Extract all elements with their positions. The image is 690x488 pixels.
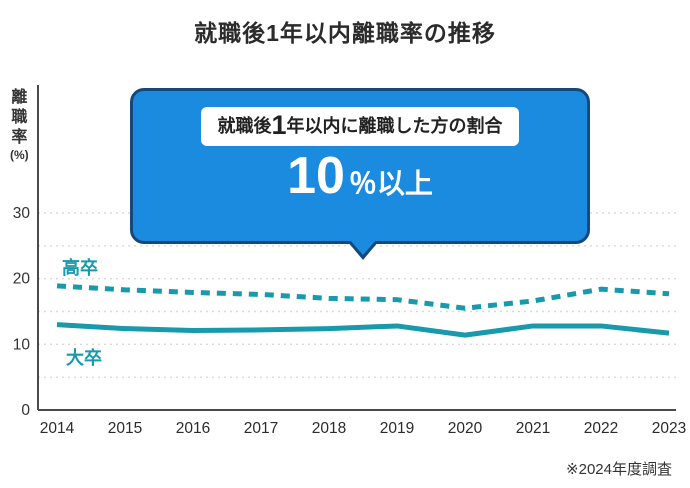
svg-text:2022: 2022 — [584, 420, 618, 437]
svg-text:10: 10 — [13, 336, 31, 353]
callout-value-suffix: ％以上 — [348, 168, 433, 199]
callout-value-number: 10 — [287, 147, 345, 205]
callout-pointer-icon — [350, 240, 376, 255]
svg-text:2020: 2020 — [448, 420, 483, 437]
svg-text:2014: 2014 — [40, 420, 75, 437]
callout-bubble: 就職後1年以内に離職した方の割合 10 ％以上 — [130, 88, 590, 260]
y-axis-label: 離 職 率 (%) — [10, 88, 29, 164]
y-axis-label-char: 率 — [11, 129, 28, 146]
series-label-university: 大卒 — [66, 348, 102, 368]
callout-heading-number: 1 — [271, 110, 287, 140]
series-label-highschool: 高卒 — [62, 258, 98, 278]
callout-heading-prefix: 就職後 — [217, 116, 272, 136]
svg-text:2019: 2019 — [380, 420, 414, 437]
y-axis-label-char: 離 — [11, 89, 28, 106]
svg-text:2018: 2018 — [312, 420, 346, 437]
svg-text:30: 30 — [13, 205, 31, 222]
svg-text:0: 0 — [21, 402, 30, 419]
callout-heading-suffix: 年以内に離職した方の割合 — [286, 116, 503, 136]
y-axis-unit: (%) — [10, 148, 29, 162]
page-title: 就職後1年以内離職率の推移 — [194, 20, 496, 46]
svg-text:2023: 2023 — [652, 420, 686, 437]
callout-heading: 就職後1年以内に離職した方の割合 — [201, 107, 519, 146]
svg-text:2015: 2015 — [108, 420, 142, 437]
svg-text:2017: 2017 — [244, 420, 278, 437]
callout-value: 10 ％以上 — [133, 147, 587, 205]
svg-text:2016: 2016 — [176, 420, 210, 437]
footnote: ※2024年度調査 — [566, 461, 672, 478]
y-axis-label-char: 職 — [11, 109, 28, 126]
svg-text:20: 20 — [13, 271, 31, 288]
svg-text:2021: 2021 — [516, 420, 550, 437]
